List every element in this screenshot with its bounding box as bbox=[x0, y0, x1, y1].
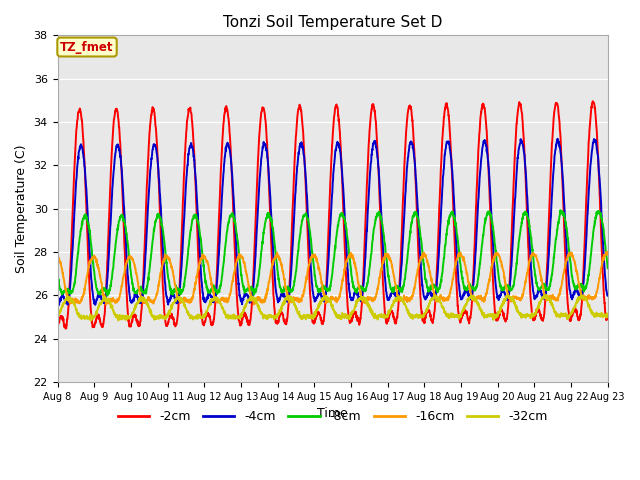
-8cm bbox=[557, 207, 564, 213]
-2cm bbox=[62, 325, 70, 331]
Title: Tonzi Soil Temperature Set D: Tonzi Soil Temperature Set D bbox=[223, 15, 442, 30]
-16cm bbox=[207, 275, 215, 281]
-2cm bbox=[349, 314, 356, 320]
Line: -2cm: -2cm bbox=[58, 101, 608, 328]
-32cm bbox=[604, 311, 612, 317]
-32cm bbox=[571, 303, 579, 309]
-16cm bbox=[349, 254, 356, 260]
-2cm bbox=[604, 316, 612, 322]
-2cm bbox=[493, 318, 500, 324]
-16cm bbox=[556, 292, 563, 298]
-2cm bbox=[207, 322, 215, 327]
-2cm bbox=[54, 321, 61, 327]
-2cm bbox=[361, 242, 369, 248]
-4cm bbox=[571, 288, 579, 294]
-2cm bbox=[571, 306, 579, 312]
-32cm bbox=[361, 297, 369, 302]
-16cm bbox=[361, 296, 369, 302]
-2cm bbox=[589, 98, 596, 104]
-8cm bbox=[54, 270, 61, 276]
Line: -4cm: -4cm bbox=[58, 139, 608, 305]
Line: -32cm: -32cm bbox=[58, 295, 608, 321]
-4cm bbox=[554, 136, 561, 142]
-4cm bbox=[493, 290, 500, 296]
-16cm bbox=[54, 254, 61, 260]
-16cm bbox=[250, 301, 258, 307]
-4cm bbox=[207, 294, 215, 300]
-8cm bbox=[104, 293, 111, 299]
-32cm bbox=[207, 299, 215, 304]
-8cm bbox=[361, 288, 369, 294]
-32cm bbox=[493, 314, 500, 320]
X-axis label: Time: Time bbox=[317, 408, 348, 420]
-8cm bbox=[493, 259, 500, 264]
-4cm bbox=[604, 292, 612, 298]
-4cm bbox=[361, 265, 369, 271]
-4cm bbox=[349, 296, 356, 301]
-32cm bbox=[543, 292, 550, 298]
-8cm bbox=[349, 279, 356, 285]
Text: TZ_fmet: TZ_fmet bbox=[60, 40, 114, 54]
-8cm bbox=[604, 265, 612, 271]
-2cm bbox=[556, 118, 563, 123]
Line: -16cm: -16cm bbox=[58, 252, 608, 304]
-8cm bbox=[207, 288, 215, 294]
-32cm bbox=[54, 314, 61, 320]
-16cm bbox=[604, 249, 611, 255]
Y-axis label: Soil Temperature (C): Soil Temperature (C) bbox=[15, 144, 28, 273]
Line: -8cm: -8cm bbox=[58, 210, 608, 296]
Legend: -2cm, -4cm, -8cm, -16cm, -32cm: -2cm, -4cm, -8cm, -16cm, -32cm bbox=[113, 405, 552, 428]
-4cm bbox=[54, 299, 61, 304]
-32cm bbox=[87, 318, 95, 324]
-8cm bbox=[571, 285, 579, 291]
-4cm bbox=[556, 144, 563, 150]
-16cm bbox=[493, 250, 500, 255]
-4cm bbox=[55, 302, 63, 308]
-16cm bbox=[571, 258, 579, 264]
-16cm bbox=[604, 252, 612, 257]
-32cm bbox=[349, 309, 356, 315]
-8cm bbox=[556, 214, 563, 220]
-32cm bbox=[556, 313, 563, 319]
